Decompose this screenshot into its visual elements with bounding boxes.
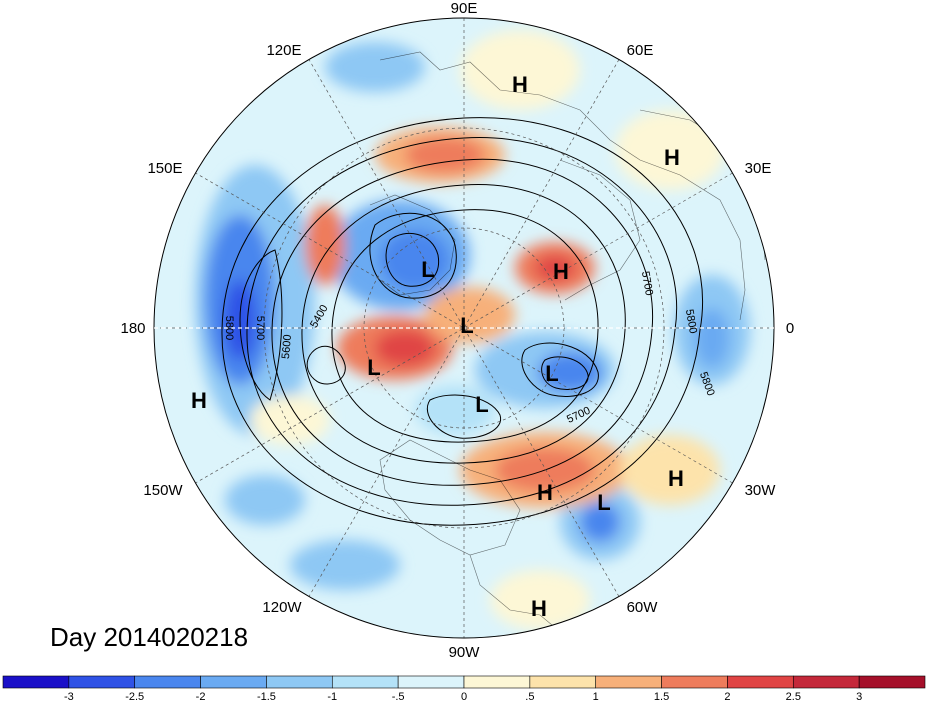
- lon-label-180: 180: [120, 320, 145, 337]
- lon-label-150e: 150E: [147, 160, 182, 177]
- longitude-labels: 90E 60E 30E 0 30W 60W 90W 120W 150W 180 …: [120, 0, 794, 661]
- colorbar-swatch: [68, 675, 136, 689]
- colorbar-tick-label: -2: [196, 691, 206, 702]
- date-title: Day 2014020218: [50, 622, 248, 652]
- contour-label: 5700: [639, 270, 655, 296]
- contour-label: 5800: [223, 316, 235, 340]
- high-center: H: [531, 596, 547, 621]
- lon-label-150w: 150W: [143, 482, 183, 499]
- lon-label-0: 0: [786, 320, 794, 337]
- low-center: L: [475, 392, 488, 417]
- low-center: L: [367, 355, 380, 380]
- colorbar-swatch: [792, 675, 860, 689]
- colorbar-tick-label: 1: [593, 691, 599, 702]
- colorbar-tick-label: -.5: [392, 691, 405, 702]
- high-center: H: [553, 259, 569, 284]
- lon-label-120w: 120W: [262, 599, 302, 616]
- high-center: H: [191, 388, 207, 413]
- colorbar-tick-label: -3: [64, 691, 74, 702]
- lon-label-60e: 60E: [627, 42, 654, 59]
- colorbar-tick-label: -2.5: [125, 691, 144, 702]
- colorbar-swatch: [397, 675, 465, 689]
- colorbar-swatch: [529, 675, 597, 689]
- colorbar-tick-label: .5: [525, 691, 534, 702]
- colorbar-swatch: [858, 675, 926, 689]
- colorbar-swatch: [134, 675, 201, 689]
- lon-label-120e: 120E: [266, 42, 301, 59]
- colorbar-swatch: [463, 675, 531, 689]
- colorbar-swatch: [727, 675, 794, 689]
- low-center: L: [545, 361, 558, 386]
- pressure-center-labels: H H L H L L L L H H H L H: [191, 72, 684, 621]
- low-center: L: [597, 490, 610, 515]
- colorbar-swatch: [2, 675, 70, 689]
- colorbar-tick-label: 2: [724, 691, 730, 702]
- low-center: L: [460, 313, 473, 338]
- lon-label-30e: 30E: [745, 160, 772, 177]
- colorbar-tick-label: -1.5: [257, 691, 276, 702]
- contour-label: 5800: [683, 308, 699, 334]
- colorbar-swatch: [266, 675, 333, 689]
- lon-label-30w: 30W: [745, 482, 777, 499]
- colorbar-tick-label: 3: [856, 691, 862, 702]
- colorbar-tick-label: 1.5: [654, 691, 669, 702]
- lon-label-90w: 90W: [449, 644, 481, 661]
- lon-label-60w: 60W: [627, 599, 659, 616]
- colorbar-tick-label: 2.5: [786, 691, 801, 702]
- colorbar-swatch: [331, 675, 399, 689]
- colorbar: -3 -2.5 -2 -1.5 -1 -.5 0 .5 1 1.5 2 2.5 3: [2, 675, 926, 702]
- high-center: H: [664, 145, 680, 170]
- colorbar-swatch: [595, 675, 662, 689]
- colorbar-swatch: [661, 675, 728, 689]
- low-center: L: [421, 257, 434, 282]
- lon-label-90e: 90E: [451, 0, 478, 17]
- high-center: H: [512, 72, 528, 97]
- colorbar-tick-label: -1: [327, 691, 337, 702]
- contour-label: 5700: [254, 316, 266, 340]
- contour-label: 5600: [280, 334, 294, 359]
- colorbar-swatch: [200, 675, 267, 689]
- colorbar-tick-label: 0: [461, 691, 467, 702]
- high-center: H: [537, 480, 553, 505]
- high-center: H: [668, 466, 684, 491]
